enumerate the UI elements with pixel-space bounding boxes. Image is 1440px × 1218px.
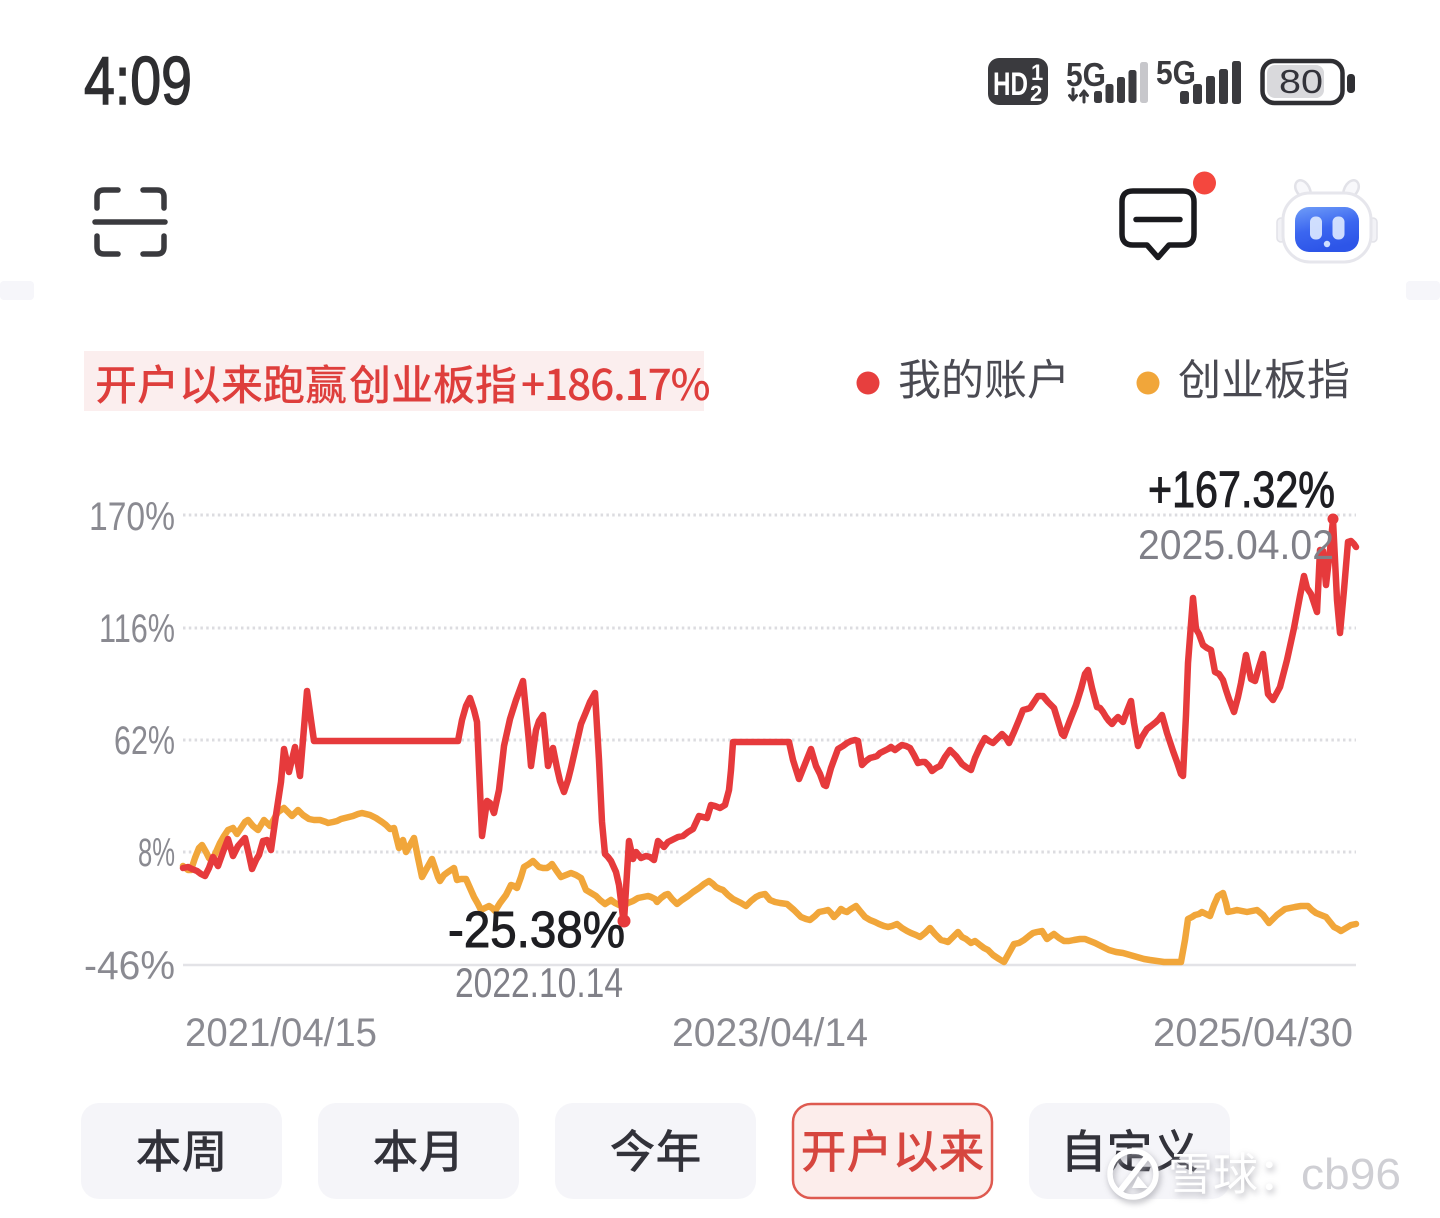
svg-text:5G: 5G (1156, 54, 1196, 91)
svg-text:HD: HD (993, 66, 1028, 102)
svg-text:116%: 116% (99, 607, 175, 651)
svg-text:2: 2 (1030, 81, 1042, 106)
svg-text:80: 80 (1279, 63, 1323, 100)
svg-text:2023/04/14: 2023/04/14 (672, 1011, 868, 1055)
svg-text:62%: 62% (114, 719, 175, 763)
svg-text:-46%: -46% (84, 944, 175, 988)
svg-text:1: 1 (1031, 60, 1043, 85)
svg-text:4:09: 4:09 (84, 43, 192, 119)
svg-text:5G: 5G (1066, 56, 1106, 93)
svg-text:8%: 8% (138, 831, 175, 875)
svg-text:170%: 170% (89, 495, 175, 539)
svg-text:2025/04/30: 2025/04/30 (1153, 1011, 1353, 1055)
svg-text:2021/04/15: 2021/04/15 (185, 1011, 377, 1055)
svg-text:2025.04.02: 2025.04.02 (1138, 521, 1334, 568)
svg-text:+167.32%: +167.32% (1148, 461, 1335, 518)
svg-text:-25.38%: -25.38% (448, 901, 625, 958)
svg-text:cb96: cb96 (1301, 1150, 1401, 1199)
svg-text:2022.10.14: 2022.10.14 (455, 959, 623, 1006)
